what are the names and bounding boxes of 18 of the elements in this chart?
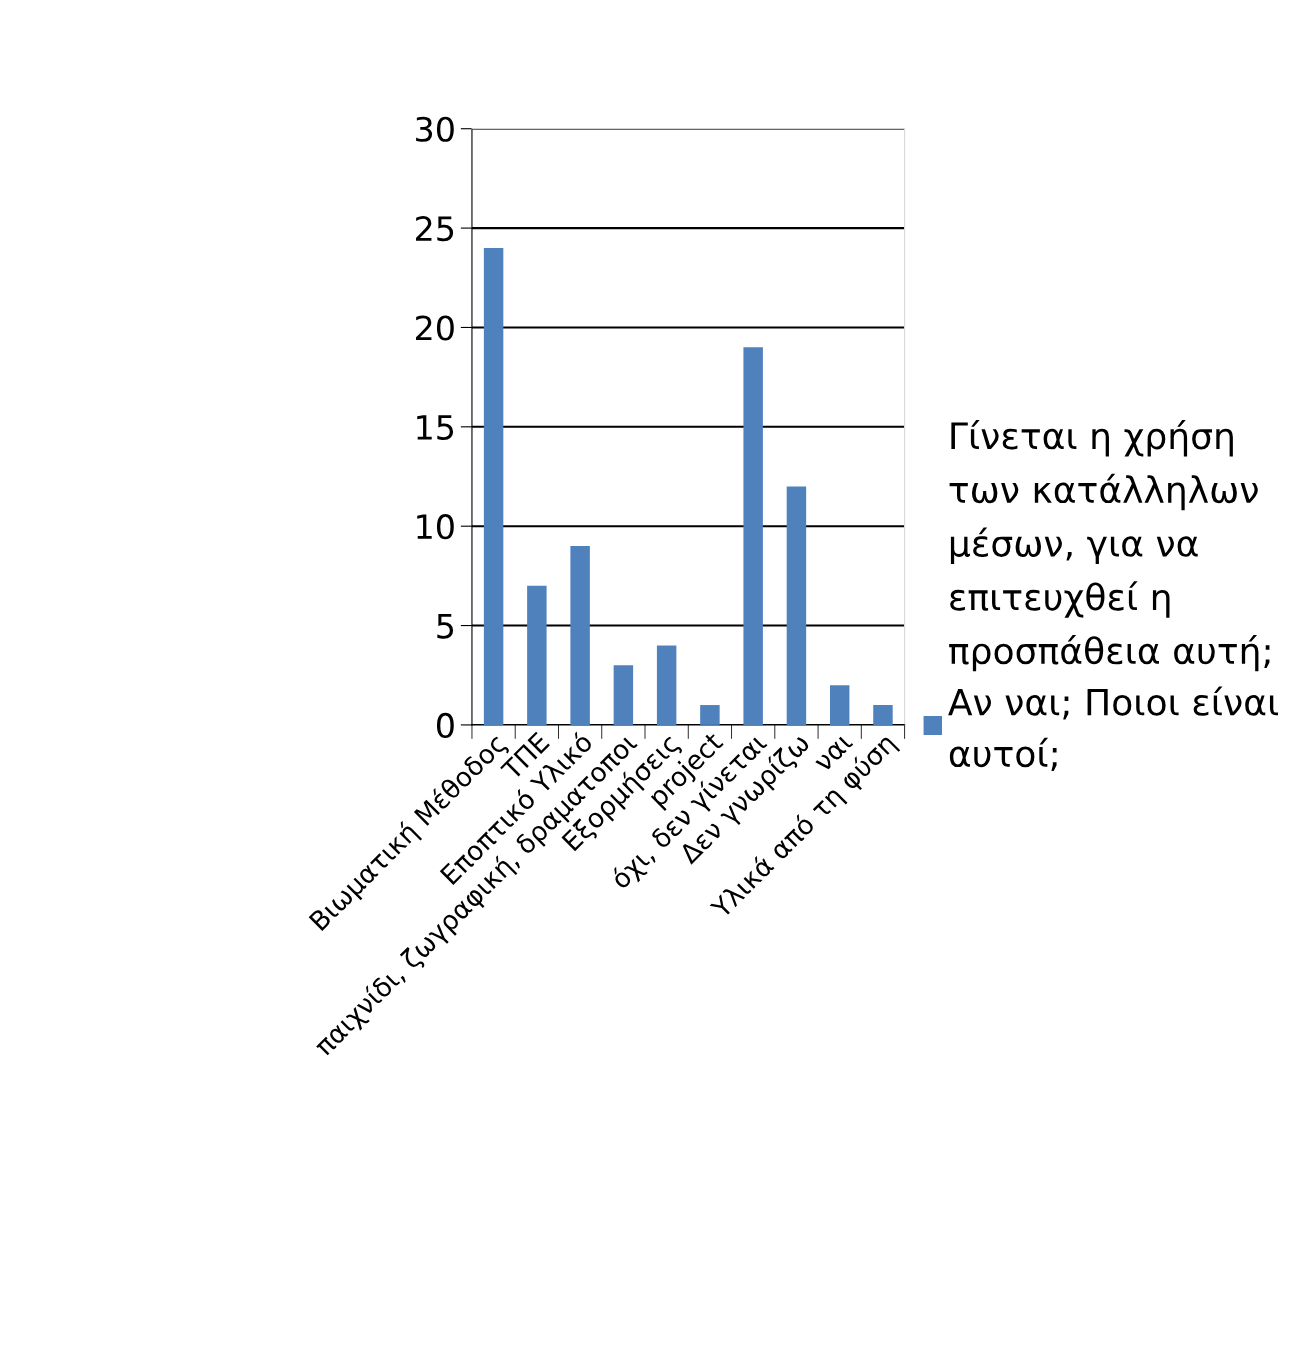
- bar: [483, 247, 504, 725]
- bar: [743, 347, 763, 725]
- bar: [700, 705, 720, 725]
- y-tick-label: 30: [416, 116, 454, 142]
- bar: [570, 546, 590, 725]
- y-tick-label: 25: [416, 216, 454, 242]
- y-tick-label: 20: [416, 315, 454, 341]
- y-tick-label: 15: [417, 415, 454, 440]
- bar: [829, 685, 850, 725]
- y-tick-label: 0: [436, 712, 454, 739]
- y-tick-label: 5: [437, 613, 454, 639]
- bar: [527, 585, 547, 725]
- y-tick-label: 10: [417, 514, 454, 540]
- series-label: Γίνεται η χρήση των κατάλληλων μέσων, για να επιτευχθεί η προσπάθεια αυτή; Αν ναι; Ποιοι είναι αυτοί;: [948, 420, 1278, 771]
- bar: [656, 645, 677, 725]
- bar: [613, 665, 634, 725]
- bar: [873, 705, 893, 725]
- bar: [786, 486, 807, 725]
